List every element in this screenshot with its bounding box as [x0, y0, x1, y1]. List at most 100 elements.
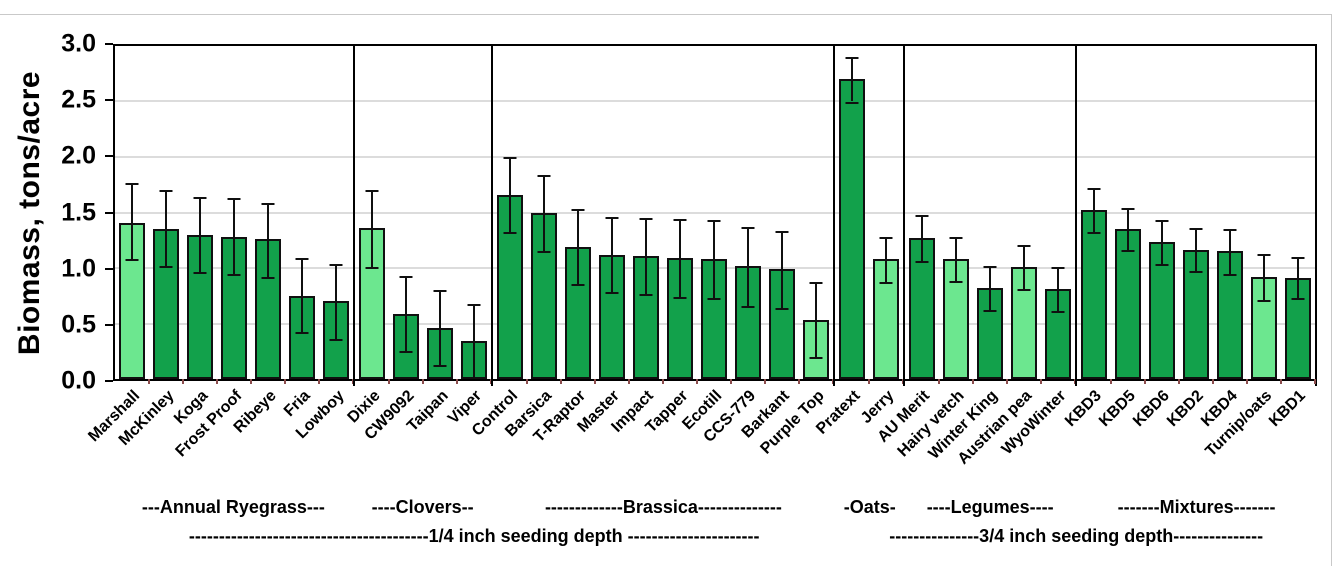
- error-bar-cap-top: [605, 216, 619, 219]
- x-minor-tick: [388, 379, 390, 384]
- error-bar-cap-bottom: [707, 297, 721, 300]
- y-tick-mark: [105, 99, 113, 102]
- bar-slot: Lowboy: [293, 46, 354, 442]
- group-divider-tick: [833, 379, 835, 386]
- seeding-depth-label: ----------------------------------------…: [188, 526, 760, 546]
- error-bar: [371, 190, 373, 267]
- x-minor-tick: [972, 379, 974, 384]
- error-bar: [199, 196, 201, 273]
- x-minor-tick: [1110, 379, 1112, 384]
- error-bar-cap-top: [1223, 229, 1237, 232]
- x-minor-tick: [1246, 379, 1248, 384]
- error-bar-cap-bottom: [295, 332, 309, 335]
- x-minor-tick: [182, 379, 184, 384]
- error-bar-cap-top: [707, 220, 721, 223]
- error-bar-cap-top: [571, 209, 585, 212]
- x-minor-tick: [730, 379, 732, 384]
- x-minor-tick: [422, 379, 424, 384]
- error-bar-cap-top: [1051, 266, 1065, 269]
- error-bar-cap-top: [949, 236, 963, 239]
- error-bar: [543, 174, 545, 252]
- category-label-row: ---Annual Ryegrass--- ----Clovers-- ------…: [113, 497, 1317, 519]
- error-bar: [1263, 253, 1265, 301]
- error-bar: [921, 214, 923, 262]
- y-tick-label: 0.5: [61, 310, 96, 339]
- y-tick-mark: [105, 211, 113, 214]
- error-bar-cap-top: [879, 236, 893, 239]
- x-minor-tick: [284, 379, 286, 384]
- x-minor-tick: [1006, 379, 1008, 384]
- error-bar: [335, 263, 337, 340]
- x-tick-label: KBD5: [1096, 387, 1140, 431]
- y-tick-label: 2.0: [61, 141, 96, 170]
- error-bar-cap-top: [193, 196, 207, 199]
- error-bar: [405, 275, 407, 352]
- error-bar-cap-top: [639, 218, 653, 221]
- bar-slot: Frost Proof: [172, 46, 252, 460]
- error-bar-cap-bottom: [673, 296, 687, 299]
- error-bar-cap-top: [365, 190, 379, 193]
- error-bar-cap-bottom: [809, 356, 823, 359]
- plot-area: Marshall McKinley Koga Frost Proof Ribeye Fri…: [85, 44, 1317, 468]
- bar: [1081, 210, 1107, 379]
- x-minor-tick: [148, 379, 150, 384]
- error-bar-cap-bottom: [433, 364, 447, 367]
- error-bar-cap-top: [227, 198, 241, 201]
- x-minor-tick: [1178, 379, 1180, 384]
- error-bar: [781, 231, 783, 308]
- y-tick-mark: [105, 323, 113, 326]
- error-bar-cap-bottom: [399, 351, 413, 354]
- error-bar-cap-top: [915, 214, 929, 217]
- gridline: [115, 155, 1315, 158]
- group-annual-ryegrass: Marshall McKinley Koga Frost Proof Ribeye Fri…: [85, 46, 354, 460]
- error-bar-cap-top: [1017, 244, 1031, 247]
- bar: [1183, 250, 1209, 379]
- error-bar-cap-bottom: [1257, 300, 1271, 303]
- error-bar: [439, 290, 441, 365]
- error-bar-cap-bottom: [329, 339, 343, 342]
- error-bar: [233, 198, 235, 274]
- x-tick-label: KBD6: [1130, 387, 1174, 431]
- group-mixtures: KBD3 KBD5 KBD6 KBD2 KBD4 Turnip/oats KBD1: [1062, 46, 1317, 460]
- bar-slot: Purple Top: [757, 46, 834, 458]
- bar-slot: Control: [469, 46, 528, 440]
- bar-slot: KBD1: [1266, 46, 1316, 430]
- error-bar-cap-bottom: [261, 276, 275, 279]
- x-minor-tick: [868, 379, 870, 384]
- seeding-depth-label: ---------------3/4 inch seeding depth---…: [889, 526, 1264, 546]
- error-bar: [1229, 229, 1231, 274]
- x-tick-label: KBD2: [1164, 387, 1208, 431]
- error-bar-cap-bottom: [227, 273, 241, 276]
- error-bar-cap-bottom: [1017, 289, 1031, 292]
- group-clovers: Dixie CW9092 Taipan Viper: [344, 46, 492, 443]
- x-minor-tick: [798, 379, 800, 384]
- bar-slot: Winter King: [926, 46, 1008, 463]
- bar-slot: CCS-779: [701, 46, 766, 446]
- x-minor-tick: [1144, 379, 1146, 384]
- category-label: ----Legumes----: [926, 497, 1054, 517]
- error-bar-cap-top: [775, 231, 789, 234]
- x-minor-tick: [456, 379, 458, 384]
- bar-slot: T-Raptor: [531, 46, 596, 446]
- bar-slot: KBD2: [1164, 46, 1214, 430]
- bar-slot: KBD5: [1096, 46, 1146, 430]
- x-tick-label: KBD3: [1062, 387, 1106, 431]
- error-bar-cap-bottom: [639, 293, 653, 296]
- y-tick-label: 2.5: [61, 85, 96, 114]
- error-bar: [473, 303, 475, 377]
- error-bar: [1161, 220, 1163, 264]
- error-bar: [267, 202, 269, 277]
- error-bar-cap-top: [295, 258, 309, 260]
- x-minor-tick: [594, 379, 596, 384]
- x-minor-tick: [216, 379, 218, 384]
- x-minor-tick: [250, 379, 252, 384]
- bar: [359, 228, 385, 379]
- x-minor-tick: [938, 379, 940, 384]
- y-tick-mark: [105, 380, 113, 382]
- error-bar-cap-top: [537, 174, 551, 177]
- error-bar-cap-top: [159, 190, 173, 193]
- bar-slot: Marshall: [85, 46, 150, 445]
- x-minor-tick: [696, 379, 698, 384]
- error-bar: [713, 220, 715, 298]
- bar-slot: Austrian pea: [955, 46, 1042, 468]
